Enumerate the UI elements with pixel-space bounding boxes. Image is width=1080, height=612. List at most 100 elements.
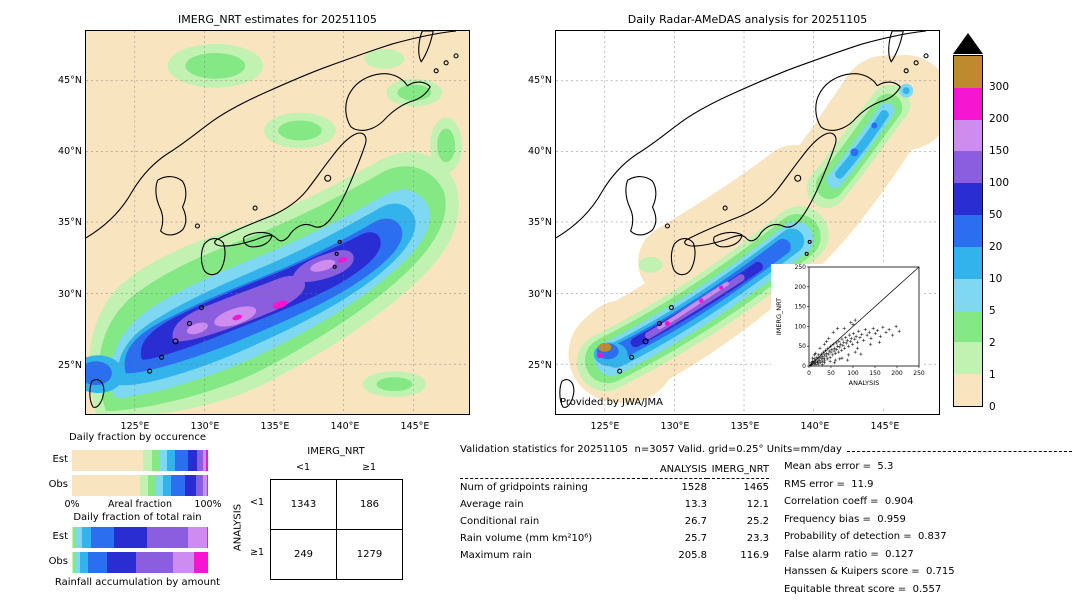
row-label: Num of gridpoints raining <box>460 482 588 493</box>
inset-y-tick: 0 <box>802 363 806 370</box>
lat-tick-label: 45°N <box>58 75 82 86</box>
analysis-value: 13.3 <box>684 499 707 510</box>
precip-field <box>86 43 463 414</box>
contingency-row-label-lt1: <1 <box>249 497 264 508</box>
lon-tick-label: 145°E <box>400 421 430 432</box>
bar-segment-50 <box>114 527 147 548</box>
row-label: Rain volume (mm km²10⁶) <box>460 533 593 544</box>
colorbar-tick-0: 0 <box>989 401 996 413</box>
lon-tick-label: 130°E <box>660 421 690 432</box>
colorbar-tick-300: 300 <box>989 81 1010 93</box>
metric-correlation-coeff: Correlation coeff = 0.904 <box>784 496 914 507</box>
colorbar-tick-50: 50 <box>989 209 1003 221</box>
bar-segment-10 <box>80 552 89 573</box>
bar-segment-50 <box>107 552 136 573</box>
bar-segment-200 <box>205 450 208 471</box>
accumulation-label: Rainfall accumulation by amount <box>54 577 221 588</box>
bar-segment-1 <box>140 475 149 496</box>
total-rain-title: Daily fraction of total rain <box>73 512 202 523</box>
summary-metrics: Mean abs error = 5.3 RMS error = 11.9 Corr… <box>784 458 955 598</box>
imerg-value: 12.1 <box>746 499 769 510</box>
bar-segment-20 <box>91 527 115 548</box>
total-rain-bar-obs <box>72 552 208 573</box>
contingency-row-label-ge1: ≥1 <box>249 547 264 558</box>
contingency-col-label-ge1: ≥1 <box>361 462 376 473</box>
dashed-rule <box>846 451 1072 452</box>
lon-tick-label: 125°E <box>120 421 150 432</box>
colorbar-tick-150: 150 <box>989 145 1010 157</box>
analysis-column-header: ANALYSIS <box>645 461 707 479</box>
lat-tick-label: 25°N <box>58 360 82 371</box>
bar-segment-10 <box>81 527 92 548</box>
scatter-points <box>808 318 901 367</box>
occurrence-bar-obs <box>72 475 208 496</box>
analysis-value: 1528 <box>681 482 707 493</box>
colorbar-tick-10: 10 <box>989 273 1003 285</box>
colorbar <box>953 55 983 407</box>
lon-tick-label: 135°E <box>730 421 760 432</box>
row-label: Conditional rain <box>460 516 540 527</box>
bar-segment-150 <box>172 552 195 573</box>
colorbar-band-10 <box>954 246 982 279</box>
table-row: Maximum rain 205.8 116.9 <box>460 547 769 564</box>
inset-y-tick: 150 <box>795 304 807 311</box>
lat-tick-label: 25°N <box>528 360 552 371</box>
colorbar-overflow-triangle <box>953 33 983 54</box>
cell-imerg-only: 186 <box>336 479 403 530</box>
bar-segment-5 <box>160 450 168 471</box>
colorbar-labels: 0 1 2 5 10 20 50 100 150 200 300 <box>989 55 1033 413</box>
inset-y-label: IMERG_NRT <box>775 298 783 335</box>
obs-label: Obs <box>48 556 68 567</box>
analysis-value: 205.8 <box>678 550 707 561</box>
cell-both-dry: 1343 <box>270 479 337 530</box>
colorbar-band-150 <box>954 119 982 152</box>
left-map-title: IMERG_NRT estimates for 20251105 <box>178 13 377 26</box>
lon-tick-label: 145°E <box>870 421 900 432</box>
contingency-col-label-lt1: <1 <box>295 462 310 473</box>
colorbar-tick-2: 2 <box>989 337 996 349</box>
lat-tick-label: 35°N <box>528 217 552 228</box>
bar-segment-2 <box>148 475 157 496</box>
imerg-value: 1465 <box>743 482 769 493</box>
colorbar-band-200 <box>954 87 982 120</box>
lat-tick-label: 40°N <box>58 146 82 157</box>
bar-segment-20 <box>88 552 108 573</box>
imerg-value: 23.3 <box>746 533 769 544</box>
inset-y-tick: 250 <box>795 264 807 271</box>
table-row: Rain volume (mm km²10⁶) 25.7 23.3 <box>460 530 769 547</box>
inset-x-tick: 100 <box>847 370 859 377</box>
one-to-one-line <box>808 266 920 367</box>
bar-segment-2 <box>152 450 161 471</box>
bar-segment-150 <box>202 450 206 471</box>
coastlines <box>86 31 459 408</box>
colorbar-band-5 <box>954 278 982 311</box>
colorbar-band-2 <box>954 310 982 343</box>
colorbar-tick-5: 5 <box>989 305 996 317</box>
lon-tick-label: 125°E <box>590 421 620 432</box>
inset-y-tick: 50 <box>798 343 806 350</box>
inset-x-label: ANALYSIS <box>849 379 880 387</box>
bar-segment-200 <box>206 475 208 496</box>
bar-segment-20 <box>171 475 185 496</box>
occurrence-title: Daily fraction by occurence <box>68 432 206 443</box>
total-rain-bar-est <box>72 527 208 548</box>
bar-segment-2 <box>73 552 77 573</box>
grid-lines <box>86 31 469 414</box>
colorbar-band-0 <box>954 374 982 406</box>
bar-segment-5 <box>76 552 81 573</box>
validation-header-text: Validation statistics for 20251105 n=305… <box>460 444 842 455</box>
inset-x-tick: 200 <box>891 370 903 377</box>
bar-segment-150 <box>202 475 207 496</box>
bar-segment-1 <box>72 527 74 548</box>
bar-segment-50 <box>184 475 196 496</box>
bar-segment-2 <box>73 527 77 548</box>
colorbar-tick-100: 100 <box>989 177 1010 189</box>
est-label: Est <box>52 531 68 542</box>
radar-map: Provided by JWA/JMA 0 0 50 50 100 100 150 150 20… <box>528 30 940 432</box>
imerg-value: 25.2 <box>746 516 769 527</box>
bar-segment-0 <box>72 450 143 471</box>
colorbar-band-100 <box>954 151 982 184</box>
lat-tick-label: 45°N <box>528 75 552 86</box>
lat-tick-label: 30°N <box>58 289 82 300</box>
